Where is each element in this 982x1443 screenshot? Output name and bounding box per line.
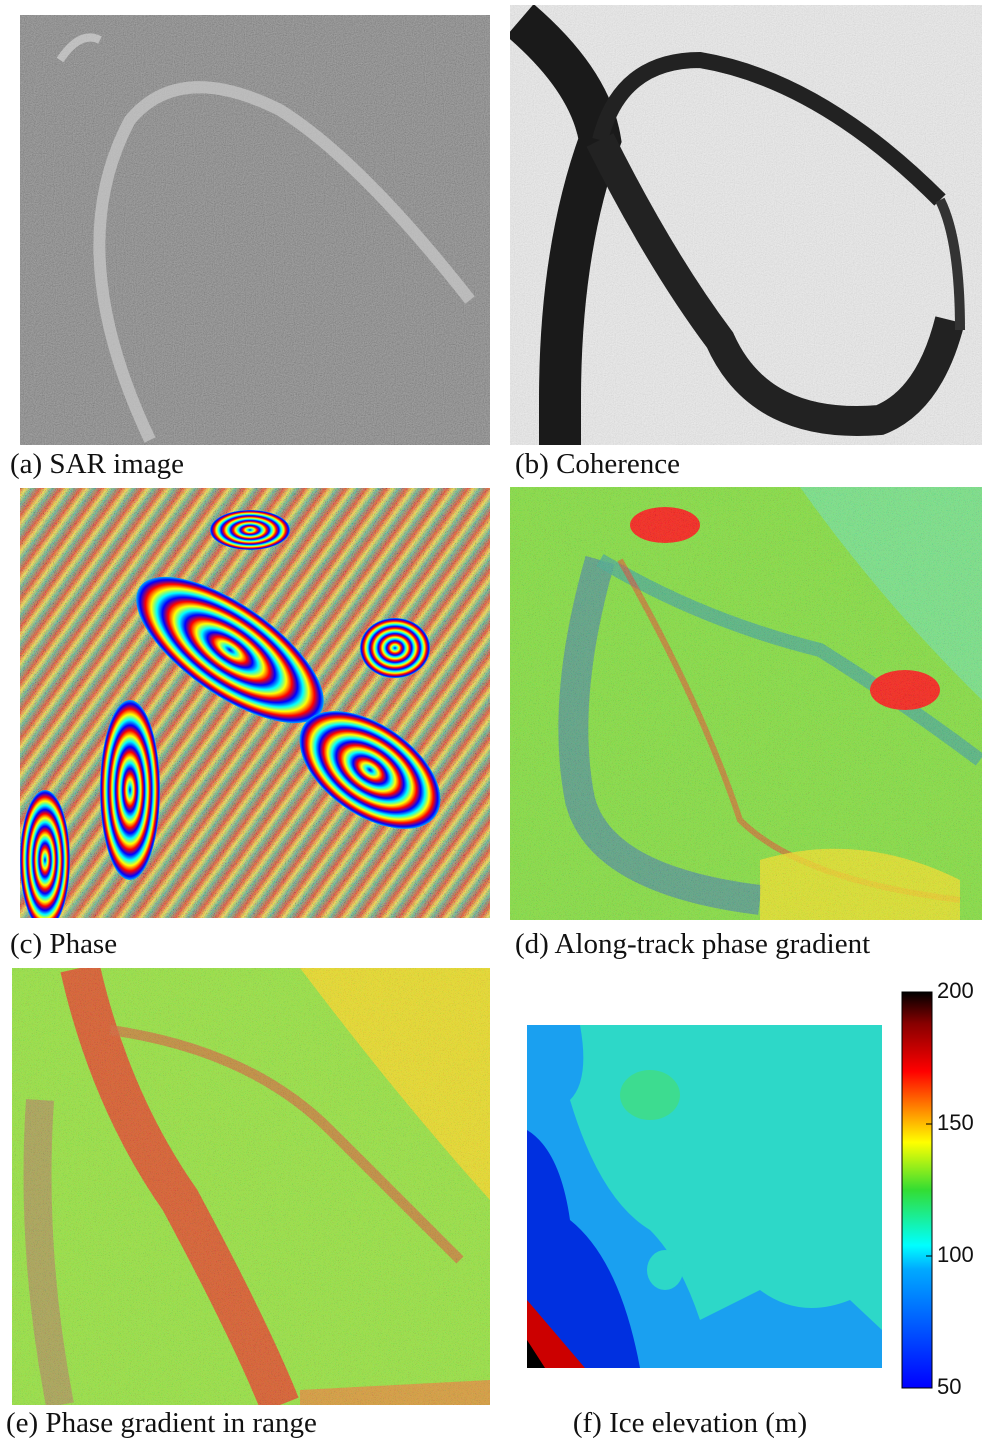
caption: (c) Phase (10, 928, 117, 960)
caption: (e) Phase gradient in range (6, 1407, 317, 1438)
elevation-map (527, 1025, 882, 1368)
colorbar-tick-label: 200 (937, 978, 974, 1003)
colorbar-tick-label: 150 (937, 1110, 974, 1135)
caption: (f) Ice elevation (m) (573, 1407, 807, 1438)
caption: (d) Along-track phase gradient (515, 928, 870, 960)
colorbar-tick-label: 100 (937, 1242, 974, 1267)
caption: (b) Coherence (515, 448, 680, 480)
caption: (a) SAR image (10, 448, 184, 480)
sar-image (20, 15, 490, 445)
colorbar-gradient (902, 992, 932, 1388)
colorbar-tick-label: 50 (937, 1374, 961, 1399)
along-track-gradient-image (510, 487, 982, 920)
colorbar: 50 100 150 200 (902, 978, 974, 1399)
range-gradient-image (12, 968, 490, 1405)
figure: 50100150200 (a) SAR image (b) Coherence … (0, 0, 982, 1438)
coherence-image (510, 5, 982, 445)
phase-image (20, 488, 490, 930)
